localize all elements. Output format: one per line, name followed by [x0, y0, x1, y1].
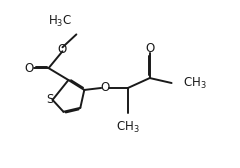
- Text: O: O: [58, 43, 67, 56]
- Text: O: O: [24, 62, 33, 75]
- Text: O: O: [145, 42, 154, 55]
- Text: $\mathregular{H_3C}$: $\mathregular{H_3C}$: [48, 14, 72, 29]
- Text: $\mathregular{CH_3}$: $\mathregular{CH_3}$: [116, 120, 140, 135]
- Text: $\mathregular{CH_3}$: $\mathregular{CH_3}$: [183, 75, 207, 91]
- Text: O: O: [101, 81, 110, 94]
- Text: S: S: [46, 93, 53, 106]
